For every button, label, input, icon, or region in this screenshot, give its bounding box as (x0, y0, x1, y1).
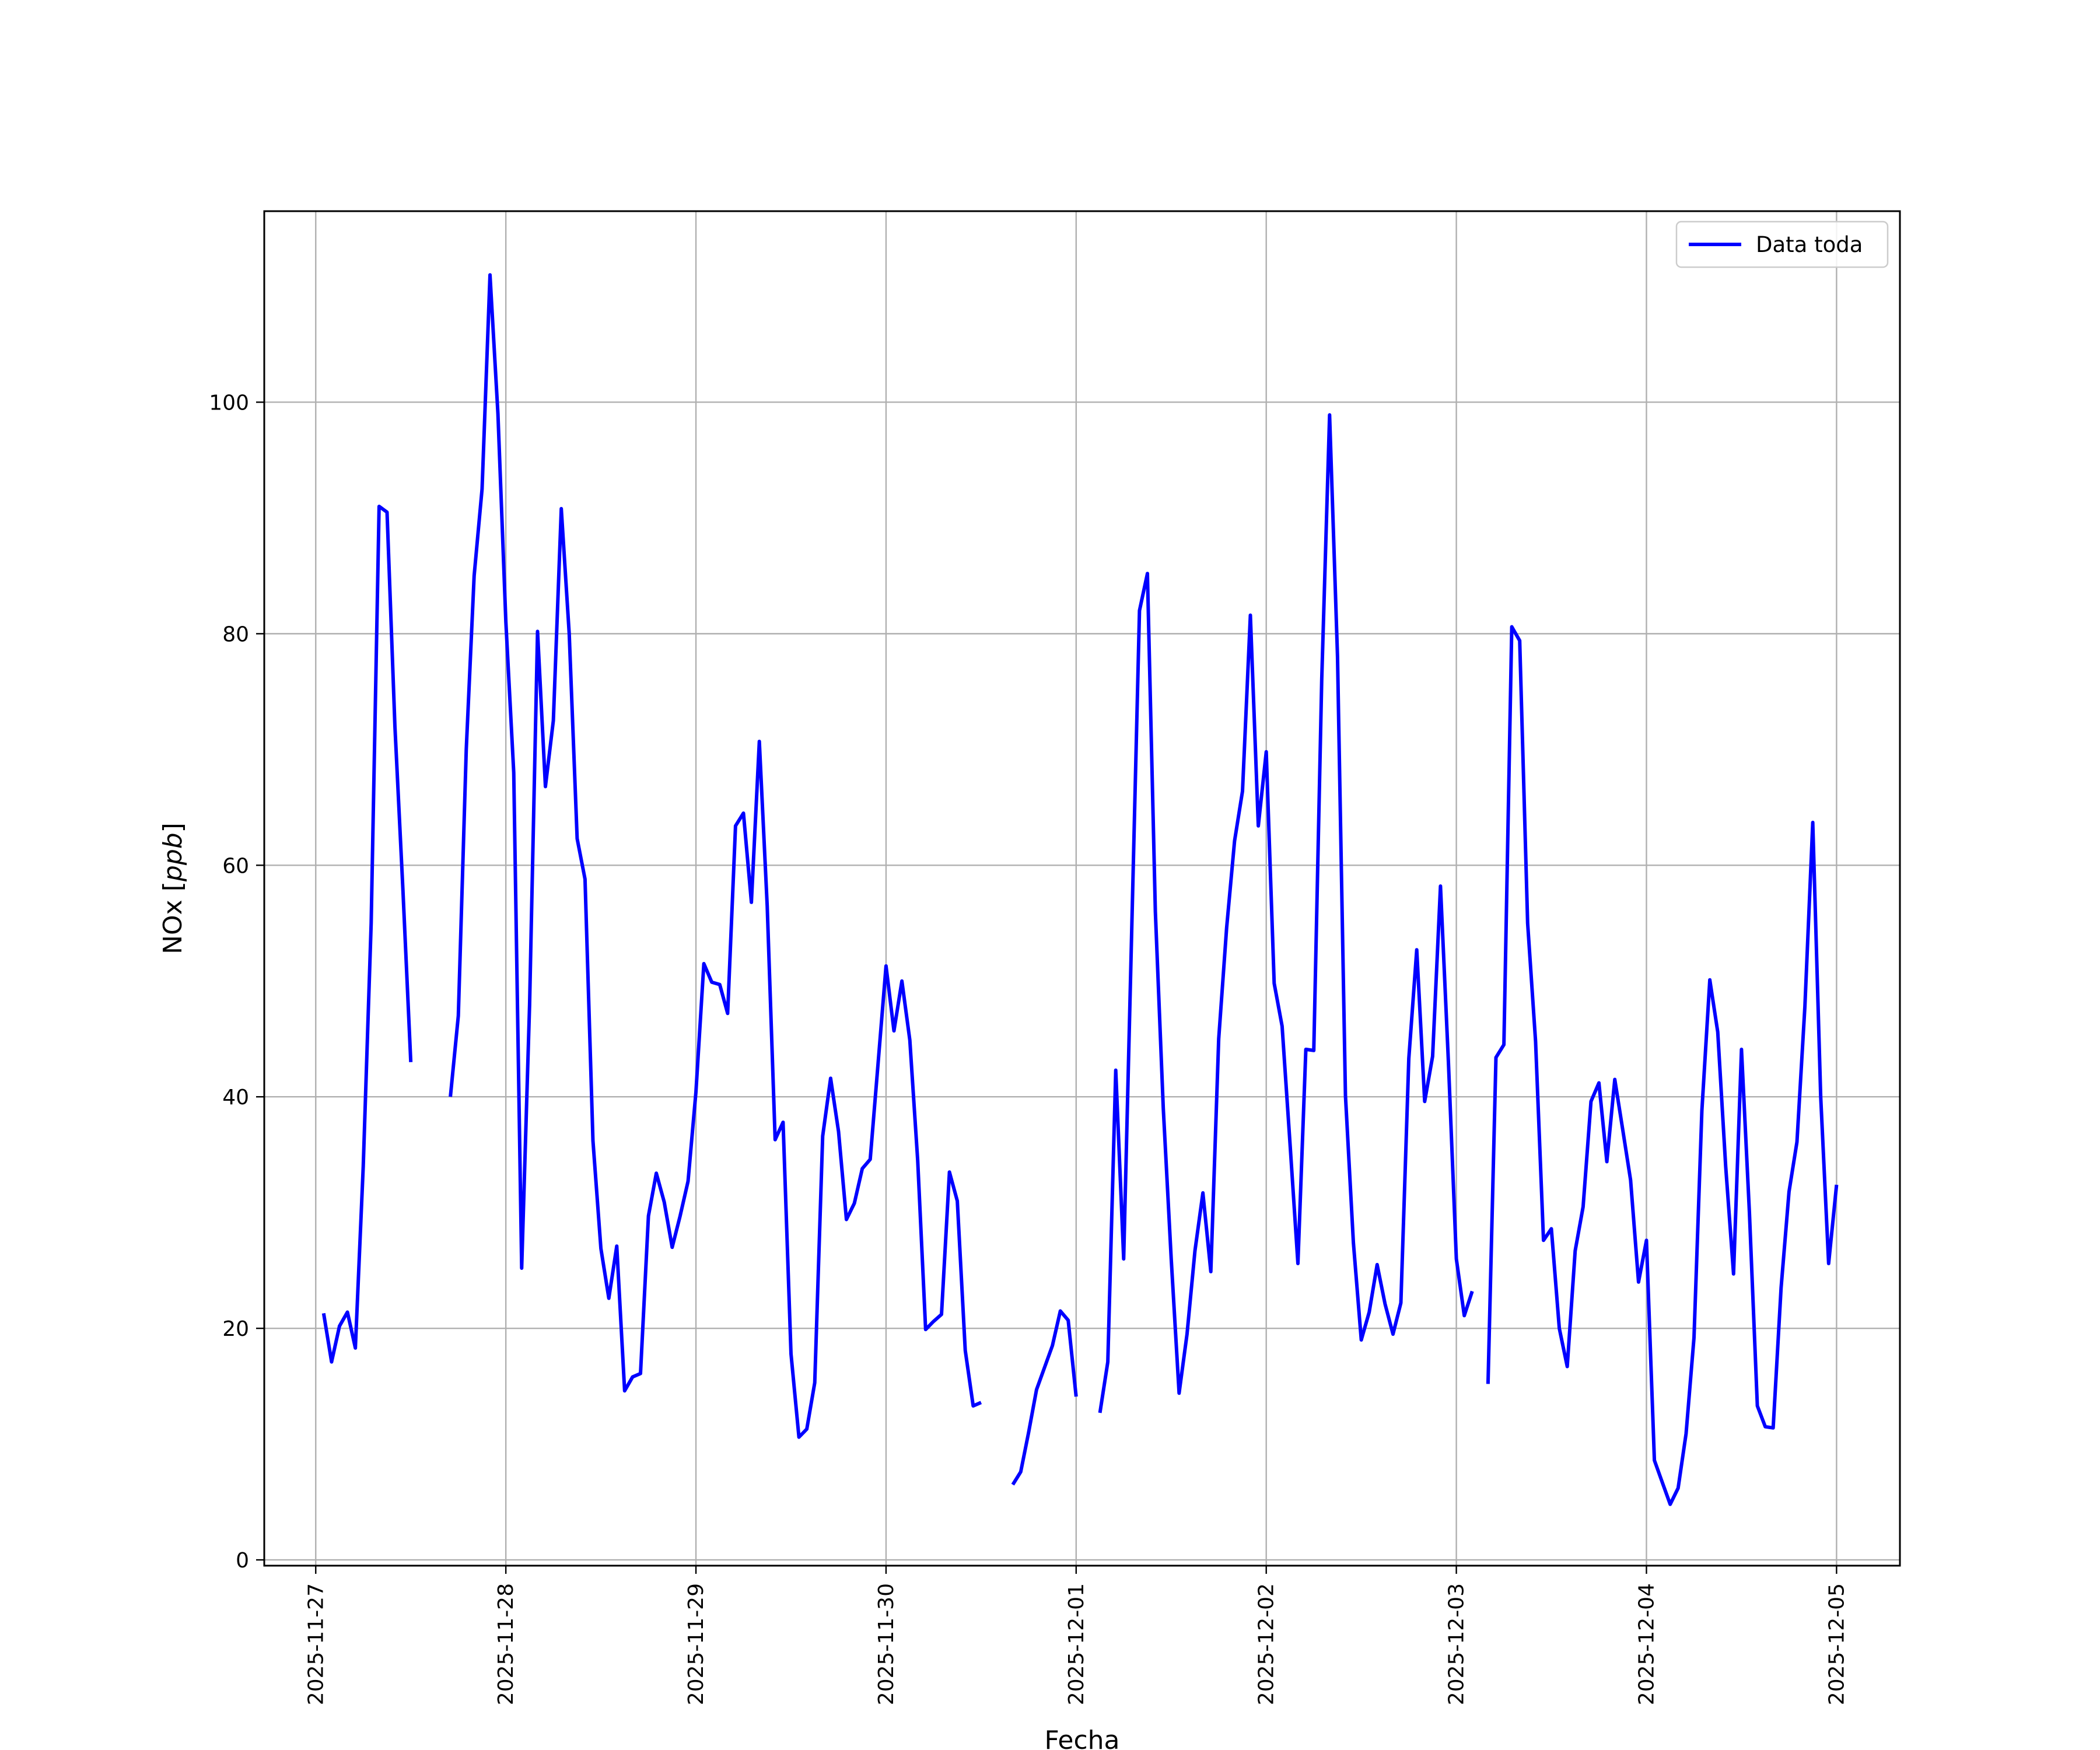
legend-label-data-toda: Data toda (1756, 232, 1863, 257)
legend-frame (1675, 220, 1889, 268)
y-axis-label-open-bracket: [ (158, 881, 188, 891)
axis-ticks (256, 401, 1838, 1574)
y-axis-label-main: NOx (158, 891, 188, 954)
x-tick-label: 2025-11-30 (874, 1583, 898, 1705)
x-tick-label: 2025-12-03 (1445, 1583, 1469, 1705)
x-tick-label: 2025-11-28 (494, 1583, 518, 1705)
y-axis-label: NOx [ppb] (158, 822, 188, 954)
y-tick-label: 80 (222, 622, 249, 646)
x-tick-label: 2025-12-05 (1825, 1583, 1849, 1705)
series-line-segment (1098, 413, 1474, 1413)
y-tick-label: 20 (222, 1317, 249, 1341)
grid (264, 211, 1900, 1566)
x-tick-label: 2025-11-29 (684, 1583, 708, 1705)
y-tick-label: 40 (222, 1086, 249, 1110)
x-axis-label: Fecha (1044, 1726, 1119, 1750)
series-line-segment (1486, 625, 1839, 1506)
series-line-segment (321, 505, 413, 1364)
series-line-segment (449, 273, 982, 1439)
y-axis-label-unit: ppb (158, 832, 188, 882)
x-tick-label: 2025-12-02 (1255, 1583, 1279, 1705)
y-tick-label: 100 (209, 391, 249, 415)
axis-tick-labels: 2025-11-27 2025-11-28 2025-11-29 2025-11-30… (209, 391, 1849, 1705)
legend: Data toda (1675, 220, 1889, 268)
series-line-segment (1011, 1309, 1078, 1486)
y-axis-label-close-bracket: ] (158, 822, 188, 832)
y-tick-label: 60 (222, 854, 249, 878)
x-tick-label: 2025-12-01 (1065, 1583, 1088, 1705)
plot-area-frame (263, 210, 1901, 1567)
series-layer (321, 273, 1839, 1506)
x-tick-label: 2025-11-27 (304, 1583, 328, 1705)
x-tick-label: 2025-12-04 (1634, 1583, 1658, 1705)
y-tick-label: 0 (236, 1549, 249, 1573)
